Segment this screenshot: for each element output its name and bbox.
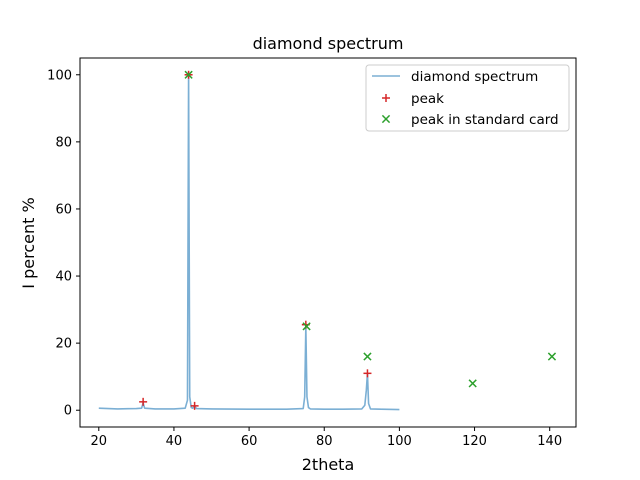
standard-marker-stroke-b [302,322,311,331]
standard-peak-marker [468,379,477,388]
standard-peak-marker [363,352,372,361]
x-tick-label: 20 [91,434,108,449]
x-tick-label: 40 [166,434,183,449]
y-tick-label: 100 [47,68,72,83]
plot-area [98,70,557,411]
peak-marker [363,369,372,378]
y-tick-label: 60 [55,202,72,217]
standard-marker-stroke-b [363,352,372,361]
x-tick-label: 140 [537,434,562,449]
x-tick-label: 60 [241,434,258,449]
standard-peak-marker [302,322,311,331]
y-tick-label: 40 [55,270,72,285]
peak-marker [139,397,148,406]
legend-label: diamond spectrum [411,69,538,85]
y-axis-label: I percent % [19,197,38,288]
axes: 20 40 60 80 100 120 140 0 20 40 60 80 100 [47,57,577,449]
axes-frame [79,57,577,428]
x-tick-label: 100 [387,434,412,449]
y-tick-label: 20 [55,337,72,352]
x-tick-label: 80 [316,434,333,449]
x-tick-label: 120 [462,434,487,449]
peak-marker [190,401,199,410]
standard-peak-marker [184,70,193,79]
legend-box [365,64,570,132]
standard-marker-stroke-b [547,352,557,361]
legend-label: peak in standard card [411,112,559,128]
legend-label: peak [411,91,444,107]
y-tick-label: 0 [64,404,72,419]
standard-marker-stroke-b [468,379,477,388]
standard-peak-marker [547,352,557,361]
legend-standard-swatch-b [381,114,391,124]
spectrum-line [98,73,400,411]
legend: diamond spectrum peak peak in standard car… [365,64,570,132]
standard-marker-stroke-b [184,70,193,79]
y-tick-label: 80 [55,135,72,150]
x-axis-label: 2theta [302,455,355,474]
chart-title: diamond spectrum [253,34,404,53]
